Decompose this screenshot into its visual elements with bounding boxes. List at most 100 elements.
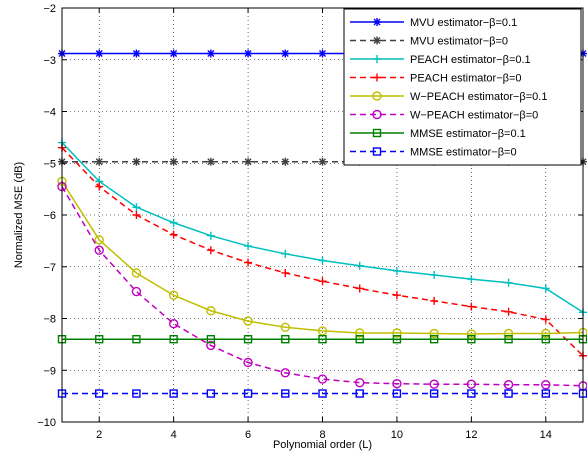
data-point: [318, 335, 327, 344]
data-point: [317, 374, 328, 384]
data-point: [206, 246, 215, 255]
data-point: [281, 335, 290, 344]
legend-label: MVU estimator−β=0.1: [410, 17, 517, 29]
y-tick-label: −10: [37, 417, 56, 429]
data-point: [392, 328, 402, 338]
legend-marker: [373, 73, 381, 82]
data-point: [503, 380, 514, 390]
data-point: [169, 218, 178, 227]
data-point: [541, 335, 550, 344]
data-point: [244, 157, 253, 166]
data-point: [317, 326, 328, 336]
legend-marker: [373, 55, 381, 63]
data-point: [392, 389, 402, 398]
x-tick-label: 4: [171, 429, 177, 441]
data-point: [355, 284, 364, 293]
data-point: [206, 231, 215, 240]
data-point: [281, 389, 290, 398]
data-point: [243, 335, 253, 344]
data-point: [467, 275, 476, 284]
data-point: [206, 335, 216, 344]
legend-label: W−PEACH estimator−β=0: [410, 110, 538, 122]
data-point: [243, 389, 253, 398]
legend-box: [343, 8, 582, 166]
data-point: [243, 316, 253, 326]
x-tick-label: 14: [540, 429, 552, 441]
data-point: [243, 357, 253, 368]
data-point: [132, 335, 141, 344]
series-line: [61, 180, 584, 335]
data-point: [429, 379, 439, 389]
data-point: [206, 157, 215, 166]
data-point: [281, 49, 290, 58]
legend-marker: [372, 109, 382, 120]
data-point: [541, 328, 551, 339]
x-axis-label: Polynomial order (L): [273, 439, 372, 451]
legend: MVU estimator−β=0.1 MVU estimator−β=0 PEAC…: [343, 8, 582, 166]
data-point: [392, 379, 402, 389]
data-point: [355, 377, 365, 388]
data-point: [94, 245, 104, 255]
y-tick-label: −3: [43, 55, 56, 67]
data-point: [280, 368, 290, 378]
data-point: [541, 389, 550, 398]
data-point: [318, 389, 327, 398]
data-point: [467, 335, 476, 344]
data-point: [168, 318, 179, 329]
data-point: [95, 157, 104, 166]
data-point: [355, 335, 364, 344]
data-point: [95, 49, 104, 58]
series-4: [58, 143, 587, 360]
series-5: [57, 176, 587, 339]
data-point: [169, 230, 178, 239]
data-point: [541, 284, 550, 293]
data-point: [206, 49, 215, 58]
data-point: [392, 335, 402, 344]
x-tick-label: 10: [391, 429, 403, 441]
data-point: [281, 249, 290, 258]
legend-marker: [373, 18, 381, 26]
data-point: [503, 328, 514, 339]
series-3: [58, 138, 587, 317]
data-point: [95, 182, 104, 191]
data-point: [541, 380, 551, 390]
x-tick-label: 12: [465, 429, 477, 441]
data-point: [95, 389, 104, 398]
legend-marker: [373, 36, 381, 45]
data-point: [206, 389, 216, 398]
data-point: [318, 157, 327, 166]
data-point: [504, 278, 513, 287]
data-point: [504, 335, 513, 344]
series-7: [57, 335, 587, 344]
data-point: [392, 291, 401, 300]
data-point: [132, 203, 141, 212]
data-point: [244, 242, 253, 251]
data-point: [132, 157, 141, 166]
data-point: [355, 328, 365, 338]
y-tick-label: −2: [43, 3, 56, 15]
data-point: [466, 329, 477, 339]
data-point: [244, 258, 253, 267]
data-point: [280, 322, 290, 332]
data-point: [541, 315, 550, 324]
data-point: [132, 389, 141, 398]
y-tick-label: −5: [43, 158, 56, 170]
data-point: [169, 335, 178, 344]
data-point: [504, 389, 513, 398]
data-point: [244, 49, 253, 58]
series-6: [57, 181, 587, 391]
y-tick-label: −4: [43, 107, 56, 119]
data-point: [95, 335, 104, 344]
axis-ticks: 2 4 6 8 10 12 14 −10 −9 −8 −7 −6 −5 −4 −3 −2: [37, 3, 583, 441]
y-tick-label: −6: [43, 210, 56, 222]
data-point: [429, 335, 439, 344]
data-point: [430, 271, 439, 280]
data-point: [94, 235, 104, 245]
legend-label: MMSE estimator−β=0: [410, 147, 517, 159]
data-point: [169, 157, 178, 166]
legend-label: W−PEACH estimator−β=0.1: [410, 91, 547, 103]
data-point: [355, 389, 364, 398]
data-point: [206, 340, 216, 351]
x-tick-label: 6: [245, 429, 251, 441]
data-point: [132, 211, 141, 219]
